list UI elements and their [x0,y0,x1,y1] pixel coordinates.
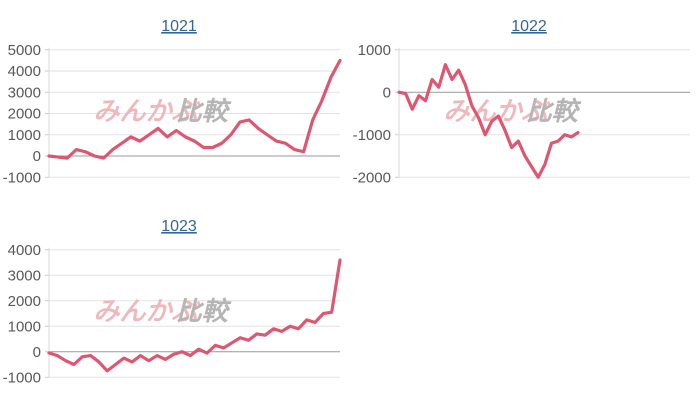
svg-text:5000: 5000 [8,42,41,59]
svg-text:0: 0 [33,148,41,165]
svg-text:3000: 3000 [8,267,41,284]
svg-text:比較: 比較 [174,96,234,126]
svg-text:0: 0 [33,344,41,361]
svg-text:3000: 3000 [8,84,41,101]
svg-text:比較: 比較 [524,96,584,126]
svg-text:-1000: -1000 [3,169,41,186]
svg-text:4000: 4000 [8,63,41,80]
svg-text:1000: 1000 [8,127,41,144]
svg-text:1023: 1023 [161,218,197,235]
svg-text:1021: 1021 [161,18,197,35]
svg-text:-1000: -1000 [353,127,391,144]
svg-text:1000: 1000 [8,318,41,335]
svg-text:1000: 1000 [358,42,391,59]
svg-text:-2000: -2000 [353,169,391,186]
svg-text:比較: 比較 [174,296,234,326]
svg-text:-1000: -1000 [3,369,41,386]
svg-text:2000: 2000 [8,293,41,310]
svg-text:2000: 2000 [8,106,41,123]
svg-text:1022: 1022 [511,18,547,35]
svg-text:0: 0 [383,84,391,101]
svg-text:4000: 4000 [8,242,41,259]
